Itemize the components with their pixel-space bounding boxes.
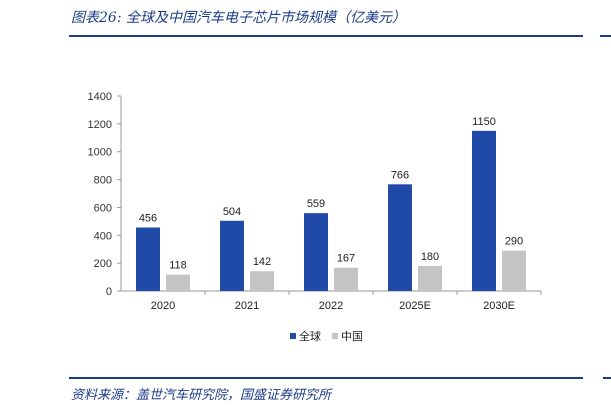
x-tick-label: 2020: [151, 300, 175, 312]
data-label: 504: [223, 206, 241, 218]
bottom-rule-extension: [603, 377, 611, 379]
y-tick-label: 400: [94, 230, 112, 242]
bar-global: [220, 220, 244, 291]
y-tick-label: 600: [94, 202, 112, 214]
bar-global: [136, 227, 160, 291]
y-tick-label: 1200: [88, 119, 112, 131]
source-note: 资料来源：盖世汽车研究院，国盛证券研究所: [71, 388, 332, 403]
legend-swatch-china: [332, 333, 338, 339]
chart-axes: 0 200 400 600 800 1000 1200 1400 2020 2021 2022 202…: [88, 91, 542, 312]
bar-china: [250, 271, 274, 291]
data-label: 167: [337, 253, 355, 265]
bar-china: [418, 265, 442, 291]
x-tick-label: 2021: [235, 300, 259, 312]
y-tick-label: 200: [94, 258, 112, 270]
bar-global: [388, 184, 412, 291]
legend-label: 全球: [299, 329, 321, 343]
y-tick-label: 0: [106, 286, 112, 298]
data-label: 1150: [472, 116, 496, 128]
chart-legend: 全球 中国: [290, 329, 363, 343]
data-label: 142: [253, 256, 271, 268]
y-tick-label: 1000: [88, 147, 112, 159]
bottom-rule: [69, 377, 583, 379]
data-label: 180: [421, 251, 439, 263]
x-tick-label: 2030E: [483, 300, 515, 312]
legend-swatch-global: [290, 333, 296, 339]
bar-china: [502, 250, 526, 291]
legend-label: 中国: [341, 330, 363, 343]
y-tick-label: 1400: [88, 91, 112, 103]
bar-global: [304, 213, 328, 291]
data-label: 118: [169, 260, 187, 272]
bar-china: [166, 274, 190, 291]
top-rule-extension: [600, 35, 611, 37]
bar-global: [472, 130, 496, 291]
bar-china: [334, 267, 358, 291]
x-tick-label: 2022: [319, 300, 343, 312]
top-rule: [69, 35, 583, 37]
data-label: 766: [391, 169, 409, 181]
chart-bars: 456 118 504 142 559 167 766 180 1150 290: [136, 116, 526, 291]
x-tick-label: 2025E: [399, 300, 431, 312]
y-tick-label: 800: [94, 175, 112, 187]
data-label: 456: [139, 212, 157, 224]
figure-title: 图表26: 全球及中国汽车电子芯片市场规模（亿美元）: [71, 10, 406, 26]
data-label: 290: [505, 236, 523, 248]
data-label: 559: [307, 198, 325, 210]
